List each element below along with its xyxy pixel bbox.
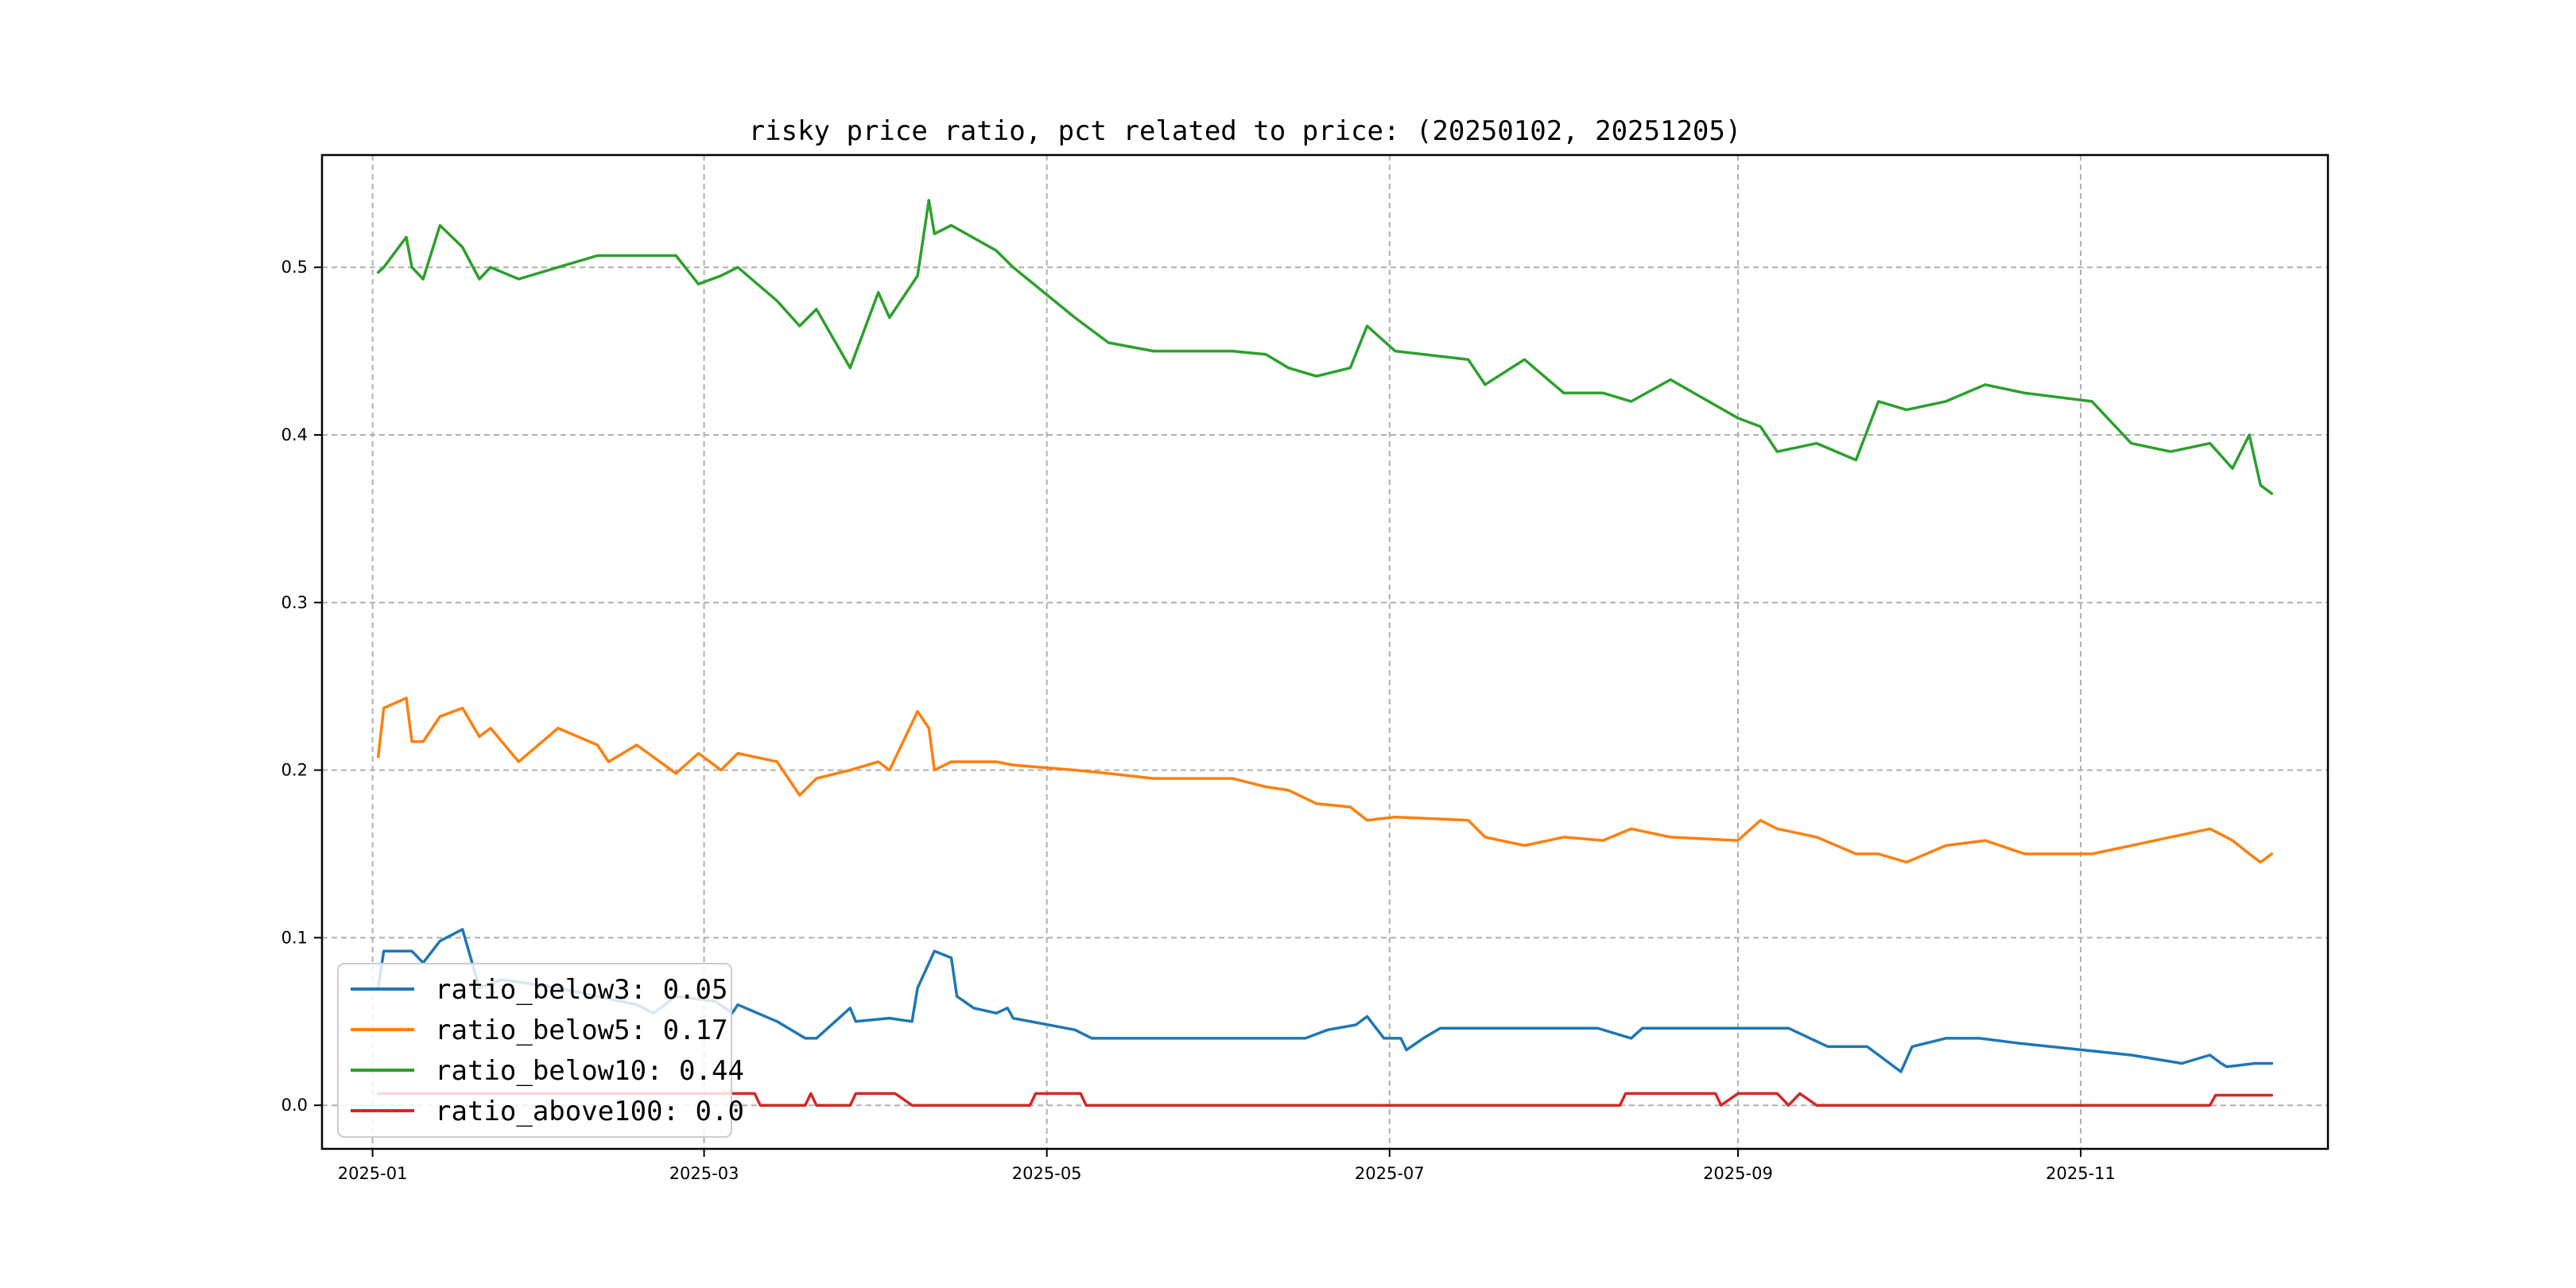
legend-label-2: ratio_below10: 0.44 [435,1055,744,1087]
plot-frame [320,153,2330,1150]
chart-title: risky price ratio, pct related to price:… [749,115,1742,147]
x-tick-label: 2025-09 [1703,1164,1773,1183]
legend-label-3: ratio_above100: 0.0 [435,1096,744,1127]
series-line-2 [376,199,2274,495]
x-tick-label: 2025-11 [2046,1164,2116,1183]
series-line-3 [376,1092,2274,1107]
x-tick-label: 2025-03 [669,1164,739,1183]
legend-label-0: ratio_below3: 0.05 [435,974,727,1006]
y-tick-label: 0.4 [281,425,308,444]
legend-box [337,963,732,1138]
axis-ticks: 2025-01 2025-03 2025-05 2025-07 2025-09 2025-… [281,258,2116,1183]
y-tick-label: 0.5 [281,258,308,277]
series-line-1 [376,696,2274,864]
y-tick-label: 0.2 [281,761,308,780]
y-tick-label: 0.0 [281,1096,308,1115]
x-tick-label: 2025-01 [338,1164,408,1183]
legend: ratio_below3: 0.05 ratio_below5: 0.17 rati… [337,963,744,1138]
x-tick-label: 2025-07 [1355,1164,1425,1183]
y-tick-label: 0.3 [281,593,308,612]
x-tick-label: 2025-05 [1012,1164,1082,1183]
legend-label-1: ratio_below5: 0.17 [435,1014,727,1046]
y-tick-label: 0.1 [281,928,308,947]
